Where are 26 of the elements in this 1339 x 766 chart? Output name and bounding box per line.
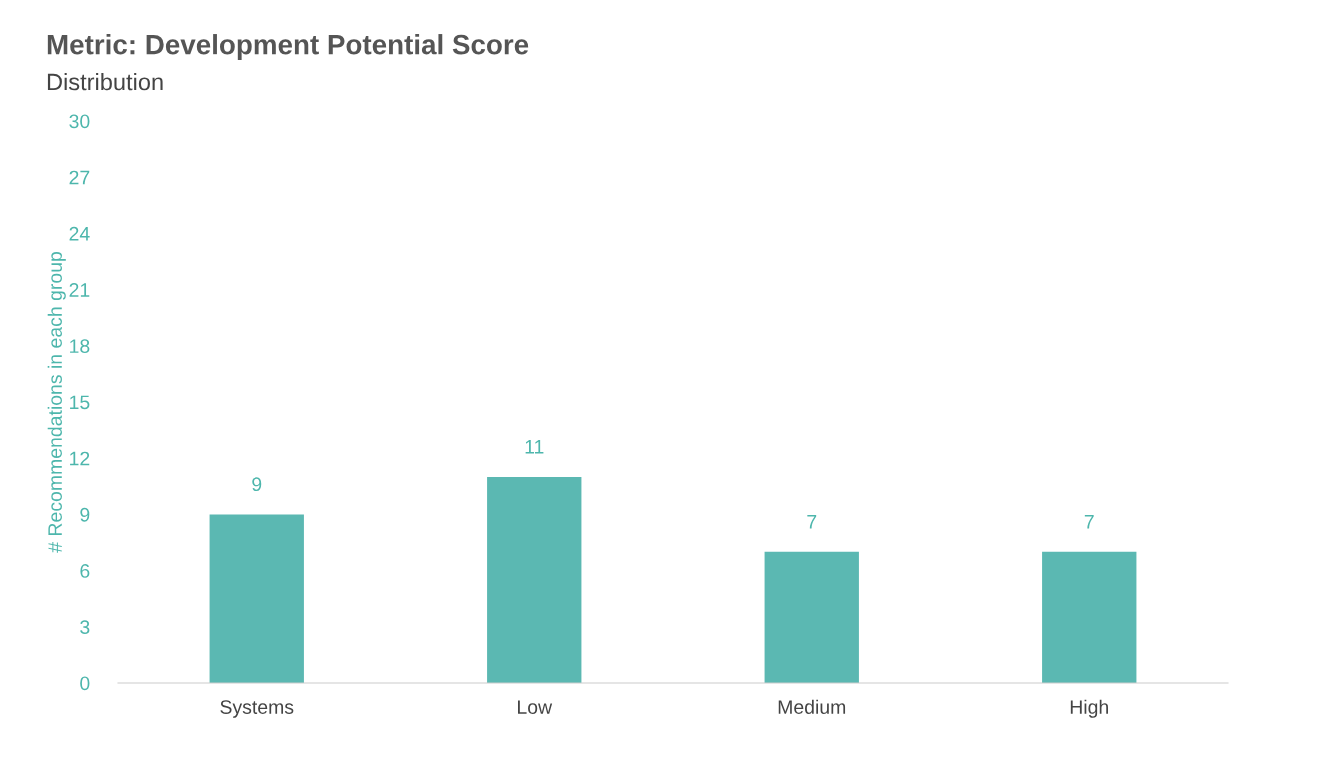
y-tick-label: 12 bbox=[70, 451, 90, 466]
bar bbox=[1042, 551, 1137, 683]
data-label: 7 bbox=[1084, 515, 1094, 529]
y-tick-label: 30 bbox=[69, 114, 90, 129]
y-axis-title: # Recommendations in each group bbox=[47, 252, 66, 553]
y-tick-label: 24 bbox=[69, 226, 90, 241]
y-tick-label: 3 bbox=[80, 620, 90, 635]
x-tick-label: Medium bbox=[778, 699, 846, 714]
y-tick-label: 27 bbox=[69, 170, 90, 185]
bar bbox=[487, 476, 582, 683]
data-label: 9 bbox=[252, 477, 262, 492]
x-tick-label: Systems bbox=[220, 700, 294, 718]
bar bbox=[764, 551, 859, 683]
x-tick-label: Low bbox=[518, 700, 553, 714]
chart-subtitle: Distribution bbox=[47, 73, 163, 91]
data-label: 7 bbox=[807, 515, 817, 529]
y-tick-label: 15 bbox=[70, 395, 90, 410]
y-tick-label: 18 bbox=[70, 339, 90, 354]
y-tick-label: 9 bbox=[80, 507, 90, 522]
data-label: 11 bbox=[525, 440, 544, 454]
bar bbox=[209, 514, 304, 683]
y-tick-label: 6 bbox=[80, 564, 90, 578]
chart-title: Metric: Development Potential Score bbox=[47, 34, 529, 60]
y-tick-label: 0 bbox=[80, 676, 90, 691]
y-tick-label: 21 bbox=[69, 283, 90, 297]
x-tick-label: High bbox=[1070, 699, 1108, 718]
